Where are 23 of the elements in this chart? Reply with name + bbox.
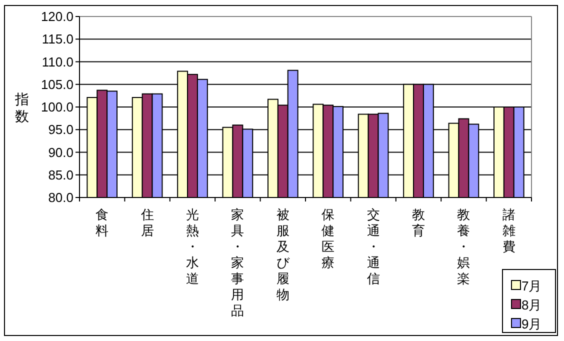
x-tick-label: 食料 bbox=[96, 207, 109, 238]
y-tick-label: 100.0 bbox=[40, 100, 74, 114]
x-tick-label: 被服及び履物 bbox=[276, 207, 290, 302]
y-tick-label: 90.0 bbox=[48, 144, 74, 160]
y-tick-label: 115.0 bbox=[42, 32, 74, 47]
y-tick-label: 105.0 bbox=[40, 76, 74, 92]
x-tick-label: 保健医療 bbox=[322, 207, 335, 270]
legend-label: 9月 bbox=[522, 316, 542, 332]
y-axis-title: 指数 bbox=[14, 91, 29, 124]
x-tick-label: 家具・家事用品 bbox=[231, 207, 244, 318]
y-tick-label: 110.0 bbox=[42, 54, 74, 70]
x-tick-label: 住居 bbox=[140, 207, 154, 238]
y-tick-label: 95.0 bbox=[48, 122, 74, 138]
y-tick-label: 120.0 bbox=[40, 9, 74, 24]
x-tick-label: 光熱・水道 bbox=[186, 207, 199, 286]
legend-label: 8月 bbox=[522, 298, 542, 312]
x-tick-label: 諸雑費 bbox=[502, 207, 516, 254]
y-tick-label: 85.0 bbox=[48, 167, 74, 182]
y-tick-label: 80.0 bbox=[48, 190, 74, 205]
x-tick-label: 教育 bbox=[412, 207, 425, 238]
legend-label: 7月 bbox=[522, 278, 542, 294]
x-tick-label: 教養・娯楽 bbox=[457, 207, 470, 286]
x-tick-label: 交通・通信 bbox=[366, 207, 380, 286]
